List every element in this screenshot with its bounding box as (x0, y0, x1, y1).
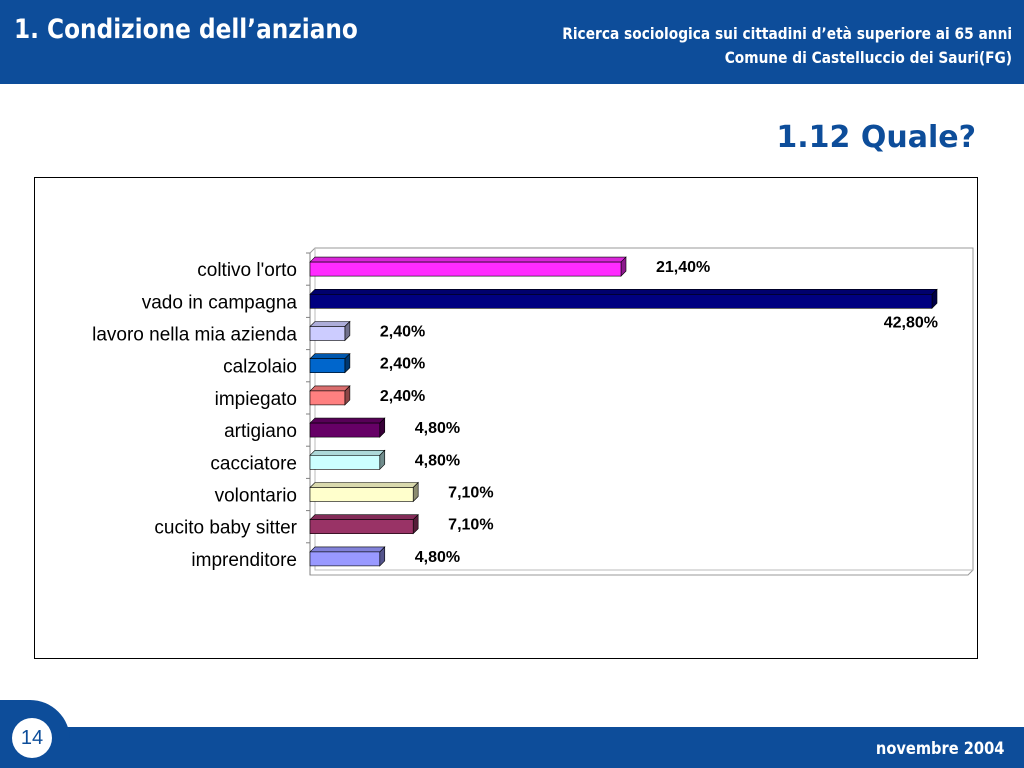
value-label: 2,40% (380, 388, 425, 405)
bar-5 (309, 385, 351, 406)
header-subtitle: Ricerca sociologica sui cittadini d’età … (489, 22, 1012, 70)
bar-front-face (309, 422, 381, 438)
category-label: lavoro nella mia azienda (92, 325, 297, 346)
page-number: 14 (20, 727, 44, 749)
subtitle-line-1: Ricerca sociologica sui cittadini d’età … (562, 24, 1012, 43)
footer-bar (0, 727, 1024, 768)
bar-front-face (309, 326, 346, 341)
value-label: 42,80% (884, 314, 938, 331)
category-label: coltivo l'orto (197, 260, 297, 281)
bar-top-face (309, 321, 351, 327)
bar-10 (309, 546, 386, 567)
bar-top-face (309, 353, 351, 359)
category-label: volontario (215, 486, 297, 507)
bar-top-face (309, 514, 419, 521)
category-label: impiegato (215, 389, 297, 410)
bar-front-face (309, 519, 414, 535)
bar-front-face (309, 487, 414, 502)
bar-top-face (309, 546, 386, 553)
bar-4 (309, 352, 351, 374)
bar-top-face (309, 385, 351, 392)
bar-7 (309, 449, 386, 471)
page-number-circle (12, 718, 52, 758)
category-label: imprenditore (191, 550, 297, 571)
value-label: 7,10% (448, 517, 493, 534)
value-label: 4,80% (415, 452, 460, 469)
bar-front-face (309, 551, 381, 567)
bar-front-face (309, 294, 933, 309)
slide-title: 1.12 Quale? (776, 120, 976, 155)
bar-6 (309, 417, 386, 438)
category-label: cucito baby sitter (154, 518, 297, 539)
bar-front-face (309, 390, 346, 406)
section-title: 1. Condizione dell’anziano (14, 14, 358, 45)
value-label: 21,40% (656, 259, 710, 276)
bar-top-face (309, 449, 386, 456)
category-label: artigiano (224, 421, 297, 442)
value-label: 4,80% (415, 420, 460, 437)
bar-front-face (309, 358, 346, 373)
bar-2 (309, 288, 938, 310)
bar-top-face (309, 256, 627, 263)
chart-frame: coltivo l'orto 21,40% vado in campagna 42,8… (34, 177, 978, 659)
category-label: cacciatore (210, 453, 297, 474)
bar-1 (309, 256, 627, 277)
category-label: vado in campagna (142, 292, 298, 313)
category-label: calzolaio (223, 357, 297, 378)
bar-8 (309, 481, 419, 503)
value-label: 2,40% (380, 324, 425, 341)
bar-chart: coltivo l'orto 21,40% vado in campagna 42,8… (92, 247, 974, 576)
footer-date: novembre 2004 (875, 739, 1004, 759)
value-label: 4,80% (415, 549, 460, 566)
bar-9 (309, 513, 419, 535)
bar-front-face (309, 454, 381, 470)
bar-top-face (309, 417, 386, 424)
bar-3 (309, 320, 351, 342)
bar-top-face (309, 289, 938, 295)
value-label: 2,40% (380, 356, 425, 373)
header-bar: 1. Condizione dell’anziano Ricerca socio… (0, 0, 1024, 84)
bar-top-face (309, 482, 419, 488)
subtitle-line-2: Comune di Castelluccio dei Sauri(FG) (724, 48, 1012, 67)
bar-front-face (309, 261, 622, 277)
value-label: 7,10% (448, 485, 493, 502)
